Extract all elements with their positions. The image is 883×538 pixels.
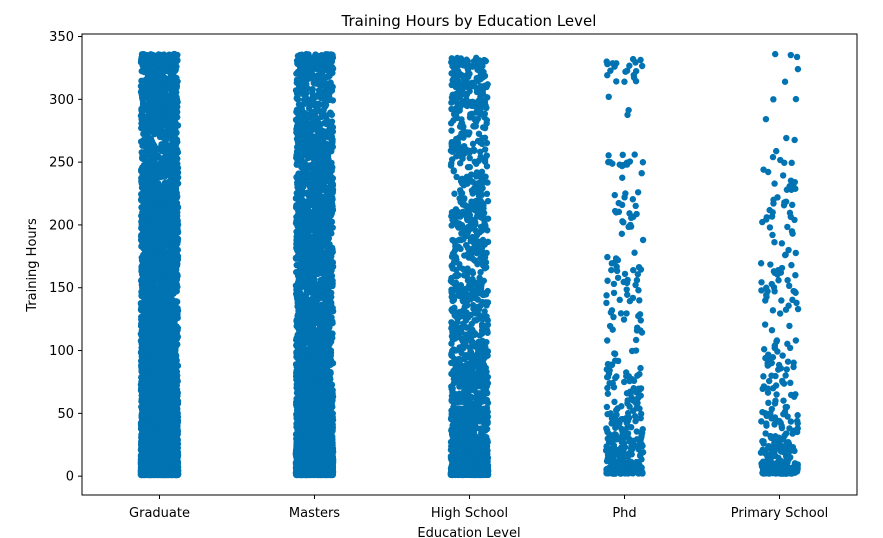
data-point — [138, 77, 145, 85]
data-point — [141, 181, 148, 189]
data-point — [138, 67, 145, 75]
series-points — [137, 50, 182, 479]
data-point — [138, 277, 145, 284]
data-points — [137, 50, 802, 479]
data-point — [163, 67, 170, 74]
data-point — [171, 147, 178, 154]
data-point — [174, 240, 181, 247]
data-point — [138, 197, 145, 204]
chart-title: Training Hours by Education Level — [341, 12, 597, 30]
